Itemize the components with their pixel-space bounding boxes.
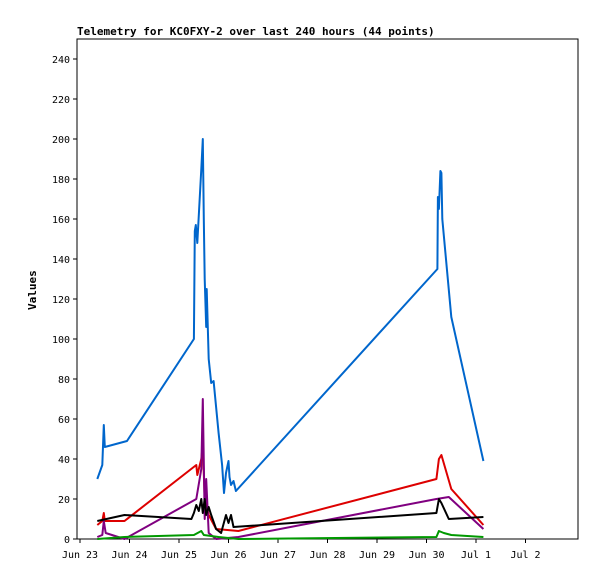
x-tick-label: Jun 24 — [111, 550, 147, 561]
y-tick-label: 100 — [52, 335, 70, 346]
x-tick-label: Jun 28 — [309, 550, 345, 561]
y-tick-label: 120 — [52, 295, 70, 306]
x-tick-label: Jun 23 — [62, 550, 98, 561]
chart-title: Telemetry for KC0FXY-2 over last 240 hou… — [77, 25, 435, 38]
y-tick-label: 240 — [52, 55, 70, 66]
y-axis: 0 20 40 60 80 100 120 140 160 180 200 220 240 — [52, 55, 77, 546]
y-tick-label: 80 — [58, 375, 70, 386]
x-axis: Jun 23 Jun 24 Jun 25 Jun 26 Jun 27 Jun 28 Jun … — [62, 539, 541, 561]
y-tick-label: 40 — [58, 455, 70, 466]
x-tick-label: Jun 29 — [359, 550, 395, 561]
y-tick-label: 180 — [52, 175, 70, 186]
y-tick-label: 0 — [64, 535, 70, 546]
x-tick-label: Jun 26 — [210, 550, 246, 561]
series-line-1 — [96, 138, 485, 494]
x-tick-label: Jun 25 — [161, 550, 197, 561]
y-tick-label: 160 — [52, 215, 70, 226]
y-tick-label: 220 — [52, 95, 70, 106]
series-line-2 — [96, 444, 485, 532]
x-tick-label: Jun 30 — [408, 550, 444, 561]
y-axis-label: Values — [26, 270, 39, 310]
y-tick-label: 200 — [52, 135, 70, 146]
series-lines — [96, 138, 485, 540]
x-tick-label: Jul 1 — [461, 550, 491, 561]
x-tick-label: Jul 2 — [510, 550, 540, 561]
series-line-5 — [97, 530, 484, 540]
plot-frame — [76, 38, 579, 540]
series-line-3 — [96, 398, 485, 540]
y-tick-label: 140 — [52, 255, 70, 266]
y-tick-label: 60 — [58, 415, 70, 426]
y-tick-label: 20 — [58, 495, 70, 506]
x-tick-label: Jun 27 — [260, 550, 296, 561]
series-line-4 — [97, 498, 484, 534]
